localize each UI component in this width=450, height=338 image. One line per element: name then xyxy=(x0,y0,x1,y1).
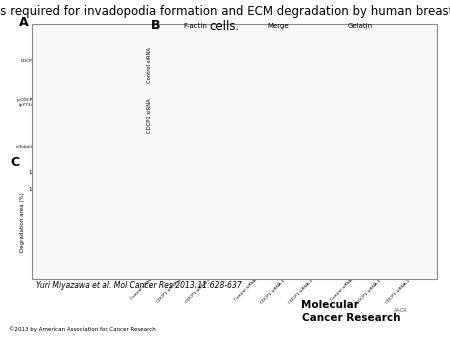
Text: Control siRNA: Control siRNA xyxy=(147,47,152,83)
Text: CDCP1 siRNA: CDCP1 siRNA xyxy=(147,99,152,133)
Text: *: * xyxy=(209,226,213,235)
Bar xyxy=(253,189,261,272)
Bar xyxy=(77,92,99,110)
Bar xyxy=(310,257,318,272)
Text: C: C xyxy=(10,156,19,169)
Text: CDCP1 siRNA-1: CDCP1 siRNA-1 xyxy=(356,278,382,304)
Text: Control siRNA: Control siRNA xyxy=(130,277,154,301)
Bar xyxy=(350,189,358,272)
Polygon shape xyxy=(169,102,223,135)
Text: Yuri Miyazawa et al. Mol Cancer Res 2013;11:628-637: Yuri Miyazawa et al. Mol Cancer Res 2013… xyxy=(36,281,242,290)
Text: *: * xyxy=(312,242,316,251)
Text: CDCP1 siRNA-2: CDCP1 siRNA-2 xyxy=(288,278,314,304)
Bar xyxy=(178,232,186,272)
Text: *: * xyxy=(284,216,288,225)
Bar xyxy=(81,254,90,272)
Bar xyxy=(207,242,215,272)
Text: *: * xyxy=(180,214,184,223)
Text: CDCP1 siRNA-1: CDCP1 siRNA-1 xyxy=(156,277,182,303)
Y-axis label: Relative number of
invadopodia/cell: Relative number of invadopodia/cell xyxy=(216,196,227,248)
Text: p-CDCP1
(pY734): p-CDCP1 (pY734) xyxy=(17,98,36,107)
Bar xyxy=(105,92,126,110)
Y-axis label: Relative invasion: Relative invasion xyxy=(319,199,324,246)
Bar xyxy=(150,204,158,272)
Text: CDCP1 siRNA-2: CDCP1 siRNA-2 xyxy=(385,278,411,304)
Y-axis label: Cells with ECM
degradation/total cells: Cells with ECM degradation/total cells xyxy=(113,191,124,253)
Bar xyxy=(77,140,99,154)
Text: F-actin: F-actin xyxy=(184,23,208,29)
Bar xyxy=(105,140,126,154)
Text: B: B xyxy=(151,19,160,32)
Text: 10 μm: 10 μm xyxy=(161,83,174,87)
Bar xyxy=(378,235,387,272)
Text: CDCP1: CDCP1 xyxy=(21,59,36,63)
Bar xyxy=(50,92,71,110)
Text: *: * xyxy=(380,217,385,226)
Polygon shape xyxy=(169,53,223,86)
Text: Gelatin: Gelatin xyxy=(347,23,373,29)
Text: *: * xyxy=(409,232,413,241)
Text: A: A xyxy=(19,16,28,29)
Bar xyxy=(77,53,99,69)
Y-axis label: Degradation area (%): Degradation area (%) xyxy=(20,192,25,252)
Polygon shape xyxy=(252,102,306,135)
Text: D: D xyxy=(107,156,117,169)
Text: ©2013 by American Association for Cancer Research: ©2013 by American Association for Cancer… xyxy=(9,326,156,332)
Polygon shape xyxy=(251,53,307,87)
Text: F: F xyxy=(307,156,316,169)
Bar xyxy=(105,53,126,69)
Text: Control siRNA: Control siRNA xyxy=(330,278,354,302)
Text: Control siRNA: Control siRNA xyxy=(234,278,257,302)
Text: E: E xyxy=(211,156,219,169)
Text: *: * xyxy=(112,247,116,256)
Text: α-Tubulin: α-Tubulin xyxy=(16,145,36,149)
Bar xyxy=(407,247,415,272)
Text: AACR: AACR xyxy=(394,308,407,313)
Text: Merge: Merge xyxy=(267,23,289,29)
Text: *: * xyxy=(83,239,88,247)
Text: CDCP1 is required for invadopodia formation and ECM degradation by human breast : CDCP1 is required for invadopodia format… xyxy=(0,5,450,33)
Bar xyxy=(50,53,71,69)
Bar xyxy=(50,140,71,154)
Bar xyxy=(282,235,290,272)
Bar xyxy=(110,261,118,272)
Text: Molecular
Cancer Research: Molecular Cancer Research xyxy=(302,300,400,323)
Bar xyxy=(53,189,61,272)
Text: CDCP1 siRNA-1: CDCP1 siRNA-1 xyxy=(260,278,286,304)
Text: CDCP1 siRNA-2: CDCP1 siRNA-2 xyxy=(184,277,211,303)
